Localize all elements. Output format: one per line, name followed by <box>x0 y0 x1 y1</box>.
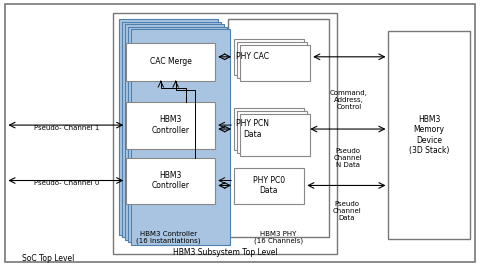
Bar <box>240 45 310 81</box>
Bar <box>126 158 215 204</box>
Bar <box>113 13 337 254</box>
Text: Pseudo
Channel
Data: Pseudo Channel Data <box>333 201 361 221</box>
Bar <box>125 24 224 240</box>
Bar <box>388 31 469 239</box>
Bar <box>126 43 215 81</box>
Text: HBM3
Memory
Device
(3D Stack): HBM3 Memory Device (3D Stack) <box>409 115 449 155</box>
Text: HBM3
Controller: HBM3 Controller <box>152 171 190 190</box>
Text: PHY PCN
Data: PHY PCN Data <box>236 119 269 139</box>
Bar <box>234 108 304 150</box>
Text: Command,
Address,
Control: Command, Address, Control <box>330 91 368 111</box>
Bar <box>240 114 310 156</box>
Bar <box>234 39 304 74</box>
Text: HBM3
Controller: HBM3 Controller <box>152 115 190 135</box>
Text: Pseudo- Channel 0: Pseudo- Channel 0 <box>34 180 99 186</box>
Bar <box>122 22 221 237</box>
Text: HBM3 PHY
(16 Channels): HBM3 PHY (16 Channels) <box>254 231 303 245</box>
Text: HBM3 Subsystem Top Level: HBM3 Subsystem Top Level <box>173 248 277 257</box>
Text: PHY CAC: PHY CAC <box>236 52 269 61</box>
Text: Pseudo
Channel
N Data: Pseudo Channel N Data <box>334 148 362 168</box>
Bar <box>131 29 230 245</box>
Text: Pseudo- Channel 1: Pseudo- Channel 1 <box>34 125 99 131</box>
Text: CAC Merge: CAC Merge <box>150 57 192 66</box>
Text: PHY PC0
Data: PHY PC0 Data <box>252 176 285 195</box>
Bar <box>119 19 218 235</box>
Bar <box>126 102 215 149</box>
Bar <box>237 42 307 78</box>
Bar <box>228 19 329 237</box>
Bar <box>237 111 307 153</box>
Bar <box>234 168 304 204</box>
Text: HBM3 Controller
(16 Instantiations): HBM3 Controller (16 Instantiations) <box>136 231 201 245</box>
Bar <box>128 27 227 242</box>
Text: SoC Top Level: SoC Top Level <box>22 254 75 263</box>
